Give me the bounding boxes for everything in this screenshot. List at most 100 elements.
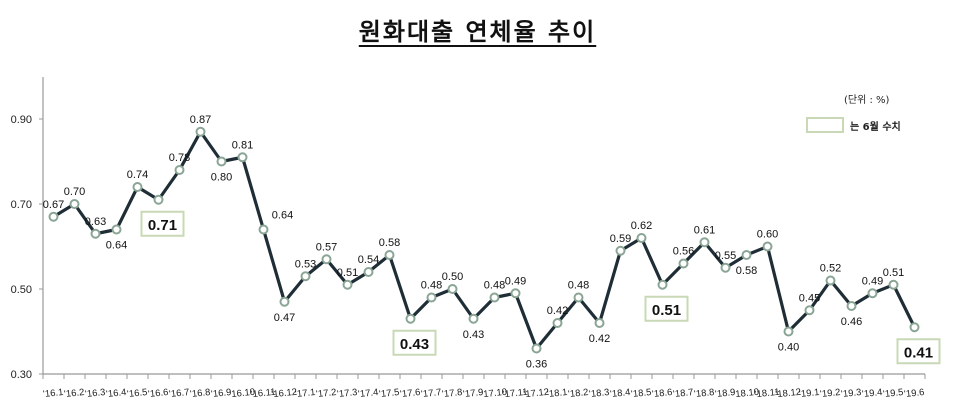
x-tick-label: '19.3 — [841, 387, 862, 400]
data-label: 0.62 — [631, 220, 652, 232]
data-label: 0.78 — [169, 152, 190, 164]
data-label: 0.54 — [358, 254, 379, 266]
x-tick-label: '18.11 — [754, 387, 780, 401]
data-point-marker — [489, 292, 500, 303]
x-tick-label: '17.4 — [358, 387, 379, 400]
data-label: 0.63 — [85, 216, 106, 228]
data-label: 0.80 — [211, 172, 232, 184]
data-label: 0.42 — [547, 305, 568, 317]
data-point-marker — [699, 237, 710, 248]
x-tick-label: '17.3 — [337, 387, 358, 400]
data-point-marker — [132, 182, 143, 192]
x-tick-label: '18.5 — [631, 387, 652, 400]
x-tick-label: '17.1 — [295, 387, 316, 400]
june-value-label: 0.41 — [904, 344, 933, 361]
y-tick-label: 0.30 — [11, 369, 32, 381]
x-tick-label: '16.9 — [211, 387, 232, 400]
y-tick-label: 0.90 — [11, 114, 32, 126]
data-label: 0.49 — [505, 275, 526, 287]
x-tick-label: '19.6 — [904, 387, 925, 400]
x-tick-label: '18.12 — [775, 387, 802, 401]
data-point-marker — [48, 211, 59, 222]
unit-label: (단위 : %) — [844, 95, 890, 106]
data-point-marker — [153, 194, 164, 205]
x-tick-label: '18.6 — [652, 387, 673, 400]
data-label: 0.48 — [568, 280, 589, 292]
chart-title: 원화대출 연체율 추이 — [0, 12, 955, 47]
data-label: 0.52 — [820, 263, 841, 275]
june-highlight-box — [392, 329, 437, 356]
data-point-marker — [174, 165, 185, 175]
x-tick-label: '16.6 — [148, 387, 169, 400]
data-point-marker — [468, 313, 479, 324]
data-point-marker — [321, 254, 332, 265]
x-tick-label: '18.2 — [568, 387, 589, 400]
data-point-marker — [720, 262, 731, 273]
x-tick-label: '17.6 — [400, 387, 421, 400]
data-label: 0.50 — [442, 271, 463, 283]
data-label: 0.49 — [862, 275, 883, 287]
x-tick-label: '18.3 — [589, 387, 610, 400]
data-label: 0.51 — [337, 267, 358, 279]
y-tick-label: 0.70 — [11, 199, 32, 211]
data-point-marker — [111, 224, 122, 235]
data-point-marker — [804, 305, 815, 316]
data-label: 0.57 — [316, 241, 337, 253]
data-point-marker — [531, 343, 542, 354]
data-point-marker — [615, 245, 626, 256]
data-label: 0.43 — [463, 329, 484, 341]
data-label: 0.60 — [757, 229, 778, 241]
data-point-marker — [657, 279, 668, 290]
data-label: 0.42 — [589, 333, 610, 345]
data-label: 0.74 — [127, 169, 148, 181]
x-tick-label: '18.10 — [733, 387, 760, 401]
data-point-marker — [741, 250, 752, 260]
x-tick-label: '16.10 — [229, 387, 256, 401]
x-tick-label: '18.1 — [547, 387, 568, 400]
x-tick-label: '19.1 — [799, 387, 820, 400]
legend-box-icon — [806, 117, 844, 133]
series-line — [52, 130, 916, 351]
x-tick-label: '16.2 — [64, 387, 85, 400]
x-tick-label: '18.8 — [694, 387, 715, 400]
data-label: 0.45 — [799, 292, 820, 304]
y-tick-label: 0.50 — [11, 284, 32, 296]
data-label: 0.47 — [274, 312, 295, 324]
x-tick-label: '18.4 — [610, 387, 631, 400]
legend-label: 는 6월 수치 — [850, 121, 901, 133]
june-highlight-box — [896, 338, 941, 365]
data-label: 0.70 — [64, 186, 85, 198]
data-point-marker — [279, 296, 290, 307]
x-tick-label: '17.7 — [421, 387, 442, 400]
data-point-marker — [447, 284, 458, 294]
data-point-marker — [258, 224, 269, 235]
data-label: 0.40 — [778, 342, 799, 354]
data-point-marker — [216, 156, 227, 167]
data-point-marker — [69, 199, 80, 209]
june-highlight-box — [644, 295, 689, 322]
x-tick-label: '19.2 — [820, 387, 841, 400]
x-tick-label: '16.12 — [271, 387, 298, 401]
data-point-marker — [342, 279, 353, 290]
data-label: 0.81 — [232, 139, 253, 151]
data-point-marker — [825, 275, 836, 286]
data-point-marker — [888, 279, 899, 290]
legend: 는 6월 수치 — [806, 117, 901, 133]
data-point-marker — [363, 267, 374, 277]
data-point-marker — [636, 233, 647, 243]
data-point-marker — [678, 258, 689, 269]
data-label: 0.48 — [421, 280, 442, 292]
data-point-marker — [384, 250, 395, 260]
x-tick-label: '19.4 — [862, 387, 883, 400]
data-point-marker — [867, 288, 878, 299]
data-label: 0.48 — [484, 280, 505, 292]
data-label: 0.64 — [272, 210, 293, 222]
x-tick-label: '17.5 — [379, 387, 400, 400]
data-label: 0.61 — [694, 224, 715, 236]
data-point-marker — [510, 288, 521, 299]
data-point-marker — [426, 292, 437, 303]
data-label: 0.36 — [526, 359, 547, 371]
x-tick-label: '16.5 — [127, 387, 148, 400]
x-tick-label: '16.11 — [250, 387, 276, 401]
